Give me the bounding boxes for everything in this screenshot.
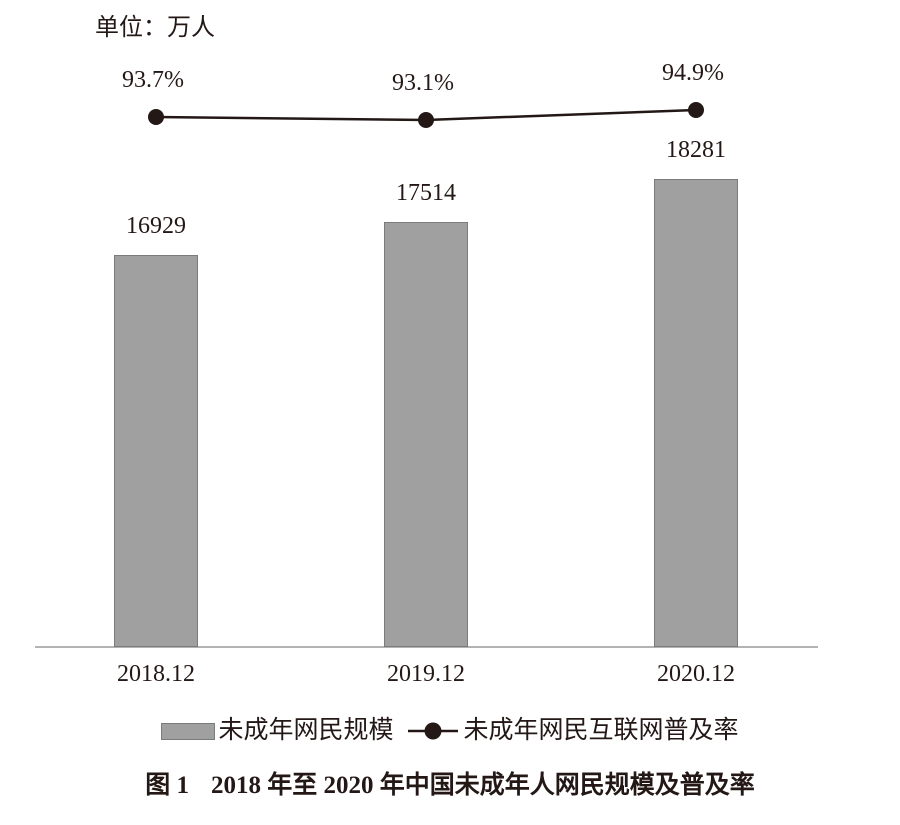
rate-value-label: 94.9% (662, 60, 724, 86)
legend-bar-swatch (161, 722, 216, 740)
bar-value-label: 16929 (126, 213, 186, 239)
bar-value-label: 17514 (396, 180, 456, 206)
legend: 未成年网民规模 未成年网民互联网普及率 (0, 714, 900, 748)
rate-value-label: 93.1% (392, 70, 454, 96)
rate-value-label: 93.7% (122, 67, 184, 93)
unit-label: 单位：万人 (95, 15, 215, 41)
bar-value-label: 18281 (666, 137, 726, 163)
line-point (688, 102, 704, 118)
x-tick-label: 2018.12 (117, 661, 195, 687)
legend-line-label: 未成年网民互联网普及率 (463, 717, 739, 744)
line-series (148, 102, 704, 128)
bar-2018.12 (114, 255, 198, 647)
legend-line-marker-icon (407, 722, 458, 740)
x-tick-label: 2020.12 (657, 661, 735, 687)
bar-2019.12 (384, 222, 468, 647)
legend-bar-label: 未成年网民规模 (218, 717, 394, 744)
x-tick-label: 2019.12 (387, 661, 465, 687)
figure-caption: 图 1 2018 年至 2020 年中国未成年人网民规模及普及率 (0, 770, 900, 802)
figure-number: 图 1 (145, 772, 189, 799)
line-point (418, 112, 434, 128)
line-point (148, 109, 164, 125)
x-axis-line (35, 646, 818, 648)
bar-2020.12 (654, 179, 738, 647)
chart-area: 16929 93.7% 2018.12 17514 93.1% 2019.12 18281 9… (35, 60, 818, 687)
figure-title: 2018 年至 2020 年中国未成年人网民规模及普及率 (211, 772, 755, 799)
